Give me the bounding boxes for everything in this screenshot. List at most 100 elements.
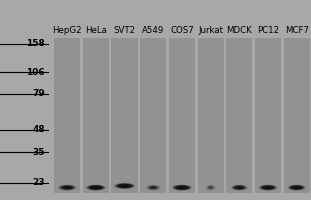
Ellipse shape bbox=[121, 185, 128, 187]
Ellipse shape bbox=[119, 185, 130, 187]
Ellipse shape bbox=[123, 185, 126, 186]
Ellipse shape bbox=[172, 185, 192, 191]
Ellipse shape bbox=[293, 186, 300, 189]
Ellipse shape bbox=[178, 186, 186, 189]
Ellipse shape bbox=[266, 187, 270, 188]
Ellipse shape bbox=[60, 185, 74, 190]
Ellipse shape bbox=[58, 185, 77, 191]
Ellipse shape bbox=[258, 185, 278, 191]
Text: 158: 158 bbox=[26, 39, 45, 48]
Ellipse shape bbox=[207, 185, 215, 190]
Ellipse shape bbox=[295, 187, 298, 188]
Ellipse shape bbox=[294, 187, 299, 189]
Text: 106: 106 bbox=[26, 68, 45, 77]
Ellipse shape bbox=[147, 185, 159, 190]
Ellipse shape bbox=[208, 186, 214, 189]
Ellipse shape bbox=[289, 185, 305, 190]
Ellipse shape bbox=[295, 187, 299, 188]
Ellipse shape bbox=[179, 187, 184, 188]
Ellipse shape bbox=[265, 187, 271, 189]
Ellipse shape bbox=[287, 185, 306, 191]
Text: A549: A549 bbox=[142, 26, 165, 35]
Text: Jurkat: Jurkat bbox=[198, 26, 223, 35]
Ellipse shape bbox=[236, 186, 243, 189]
Ellipse shape bbox=[150, 186, 156, 189]
Ellipse shape bbox=[92, 186, 100, 189]
Ellipse shape bbox=[148, 185, 159, 190]
Text: MCF7: MCF7 bbox=[285, 26, 309, 35]
Ellipse shape bbox=[259, 185, 277, 190]
Ellipse shape bbox=[237, 187, 241, 188]
Ellipse shape bbox=[66, 187, 69, 188]
Ellipse shape bbox=[175, 185, 189, 190]
Ellipse shape bbox=[208, 186, 213, 189]
Ellipse shape bbox=[208, 186, 213, 189]
Ellipse shape bbox=[172, 185, 192, 190]
Ellipse shape bbox=[209, 187, 212, 188]
Ellipse shape bbox=[153, 187, 154, 188]
Ellipse shape bbox=[88, 185, 104, 190]
Ellipse shape bbox=[263, 186, 273, 189]
Ellipse shape bbox=[122, 185, 127, 187]
Text: 79: 79 bbox=[32, 89, 45, 98]
Ellipse shape bbox=[91, 186, 101, 189]
Ellipse shape bbox=[90, 186, 101, 189]
Ellipse shape bbox=[90, 186, 102, 189]
Ellipse shape bbox=[151, 187, 156, 189]
Ellipse shape bbox=[94, 187, 97, 188]
Bar bbox=[83, 38, 109, 193]
Ellipse shape bbox=[291, 186, 302, 189]
Text: HeLa: HeLa bbox=[85, 26, 107, 35]
Ellipse shape bbox=[65, 187, 69, 188]
Ellipse shape bbox=[119, 184, 131, 188]
Ellipse shape bbox=[207, 185, 214, 190]
Ellipse shape bbox=[146, 185, 160, 190]
Ellipse shape bbox=[58, 185, 76, 190]
Ellipse shape bbox=[234, 186, 244, 189]
Ellipse shape bbox=[289, 185, 304, 190]
Ellipse shape bbox=[177, 186, 187, 189]
Bar bbox=[284, 38, 310, 193]
Ellipse shape bbox=[233, 185, 245, 190]
Ellipse shape bbox=[89, 185, 103, 190]
Ellipse shape bbox=[94, 187, 98, 188]
Ellipse shape bbox=[114, 183, 135, 189]
Ellipse shape bbox=[210, 187, 211, 188]
Ellipse shape bbox=[210, 187, 211, 188]
Ellipse shape bbox=[207, 186, 214, 189]
Ellipse shape bbox=[235, 186, 243, 189]
Ellipse shape bbox=[209, 187, 212, 189]
Ellipse shape bbox=[237, 187, 242, 189]
Ellipse shape bbox=[231, 185, 247, 190]
Text: MDCK: MDCK bbox=[226, 26, 252, 35]
Ellipse shape bbox=[181, 187, 183, 188]
Bar bbox=[169, 38, 195, 193]
Ellipse shape bbox=[206, 185, 215, 190]
Text: 48: 48 bbox=[32, 125, 45, 134]
Ellipse shape bbox=[120, 185, 129, 187]
Ellipse shape bbox=[179, 187, 185, 189]
Ellipse shape bbox=[264, 186, 272, 189]
Ellipse shape bbox=[86, 185, 105, 190]
Ellipse shape bbox=[230, 185, 248, 191]
Ellipse shape bbox=[261, 185, 276, 190]
Ellipse shape bbox=[61, 186, 73, 189]
Ellipse shape bbox=[146, 185, 160, 190]
Text: PC12: PC12 bbox=[257, 26, 279, 35]
Ellipse shape bbox=[263, 186, 272, 189]
Ellipse shape bbox=[291, 186, 303, 189]
Bar bbox=[197, 38, 224, 193]
Ellipse shape bbox=[62, 186, 72, 189]
Ellipse shape bbox=[233, 185, 246, 190]
Ellipse shape bbox=[67, 187, 68, 188]
Ellipse shape bbox=[87, 185, 104, 190]
Ellipse shape bbox=[260, 185, 276, 190]
Ellipse shape bbox=[180, 187, 183, 188]
Ellipse shape bbox=[232, 185, 247, 190]
Ellipse shape bbox=[290, 185, 303, 190]
Ellipse shape bbox=[60, 185, 75, 190]
Bar bbox=[111, 38, 138, 193]
Ellipse shape bbox=[63, 186, 72, 189]
Ellipse shape bbox=[151, 187, 155, 188]
Ellipse shape bbox=[292, 186, 301, 189]
